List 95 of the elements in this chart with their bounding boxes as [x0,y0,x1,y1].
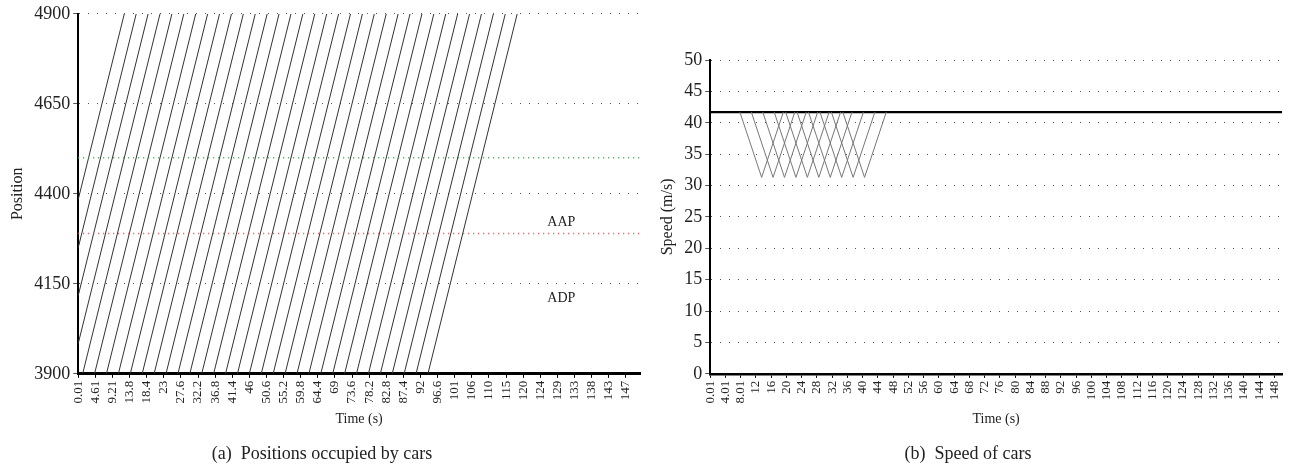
x-tick-label: 124 [1174,380,1190,401]
x-axis-title: Time (s) [972,410,1021,427]
x-tick-label: 20 [777,380,793,394]
x-tick-label: 88 [1037,380,1053,394]
y-tick-label: 4400 [34,182,71,203]
y-tick-label: 5 [693,331,703,352]
x-tick-label: 73.6 [343,380,359,404]
x-tick-label: 16 [762,380,778,394]
x-tick-label: 133 [565,380,581,401]
x-tick-label: 96 [1067,380,1083,394]
x-tick-label: 84 [1021,380,1037,394]
y-tick-label: 4650 [34,92,71,113]
text: (a) Positions occupied by cars [211,442,433,464]
x-tick-label: 128 [1189,380,1205,401]
x-tick-label: 82.8 [377,380,393,404]
x-tick-label: 138 [583,380,599,401]
x-tick-label: 56 [915,380,931,394]
y-tick-label: 35 [684,142,703,163]
x-tick-label: 32 [823,380,839,394]
y-axis-title: Position [7,167,25,221]
x-tick-label: 64.4 [309,380,325,404]
x-tick-label: 132 [1204,380,1220,401]
x-tick-label: 64 [945,380,961,394]
x-tick-label: 0.01 [69,380,85,404]
x-tick-label: 108 [1113,380,1129,401]
y-tick-label: 3900 [34,362,71,383]
x-axis-title: Time (s) [335,410,384,427]
x-tick-label: 147 [617,380,633,401]
x-tick-label: 36 [838,380,854,394]
x-tick-label: 140 [1235,380,1251,401]
x-tick-label: 18.4 [138,380,154,404]
y-tick-label: 10 [684,299,703,320]
y-tick-label: 4900 [34,2,71,23]
x-tick-label: 72 [976,380,992,394]
x-tick-label: 143 [600,380,616,401]
x-tick-label: 87.4 [394,380,410,404]
x-tick-label: 12 [747,380,763,394]
y-tick-label: 4150 [34,272,71,293]
x-tick-label: 106 [463,380,479,401]
x-tick-label: 0.01 [701,380,717,404]
y-axis-title: Speed (m/s) [657,178,676,256]
x-tick-label: 120 [1159,380,1175,401]
x-tick-label: 92 [1052,380,1068,394]
x-tick-label: 136 [1220,380,1236,401]
x-tick-label: 4.61 [86,380,102,404]
x-tick-label: 100 [1082,380,1098,401]
x-tick-label: 80 [1006,380,1022,394]
x-tick-label: 115 [497,380,513,400]
x-tick-label: 69 [326,380,342,394]
x-tick-label: 32.2 [189,380,205,404]
x-tick-label: 41.4 [223,380,239,404]
y-tick-label: 30 [684,174,703,195]
x-tick-label: 96.6 [429,380,445,404]
x-tick-label: 129 [548,380,564,401]
y-tick-label: 25 [684,205,703,226]
y-tick-label: 40 [684,111,703,132]
x-tick-label: 116 [1143,380,1159,400]
x-tick-label: 144 [1250,380,1266,401]
x-tick-label: 44 [869,380,885,394]
y-tick-label: 45 [684,80,703,101]
x-tick-label: 27.6 [172,380,188,404]
x-tick-label: 110 [480,380,496,400]
x-tick-label: 148 [1265,380,1281,401]
x-tick-label: 23 [155,380,171,394]
x-tick-label: 78.2 [360,380,376,404]
x-tick-label: 9.21 [103,380,119,404]
x-tick-label: 28 [808,380,824,394]
x-tick-label: 48 [884,380,900,394]
x-tick-label: 68 [960,380,976,394]
y-tick-label: 20 [684,237,703,258]
x-tick-label: 120 [514,380,530,401]
x-tick-label: 55.2 [275,380,291,404]
x-tick-label: 101 [446,380,462,401]
x-tick-label: 36.8 [206,380,222,404]
x-tick-label: 59.8 [292,380,308,404]
x-tick-label: 8.01 [732,380,748,404]
text: (b) Speed of cars [904,442,1032,464]
x-tick-label: 76 [991,380,1007,394]
x-tick-label: 104 [1098,380,1114,401]
annotation: ADP [547,289,576,305]
x-tick-label: 46 [240,380,256,394]
x-tick-label: 124 [531,380,547,401]
y-tick-label: 15 [684,268,703,289]
x-tick-label: 13.8 [120,380,136,404]
ref-line-label: AAP [547,214,576,230]
x-tick-label: 60 [930,380,946,394]
x-tick-label: 112 [1128,380,1144,400]
x-tick-label: 92 [411,380,427,394]
x-tick-label: 4.01 [716,380,732,404]
x-tick-label: 50.6 [257,380,273,404]
x-tick-label: 52 [899,380,915,394]
y-tick-label: 0 [693,362,703,383]
x-tick-label: 24 [793,380,809,394]
y-tick-label: 50 [684,48,703,69]
x-tick-label: 40 [854,380,870,394]
